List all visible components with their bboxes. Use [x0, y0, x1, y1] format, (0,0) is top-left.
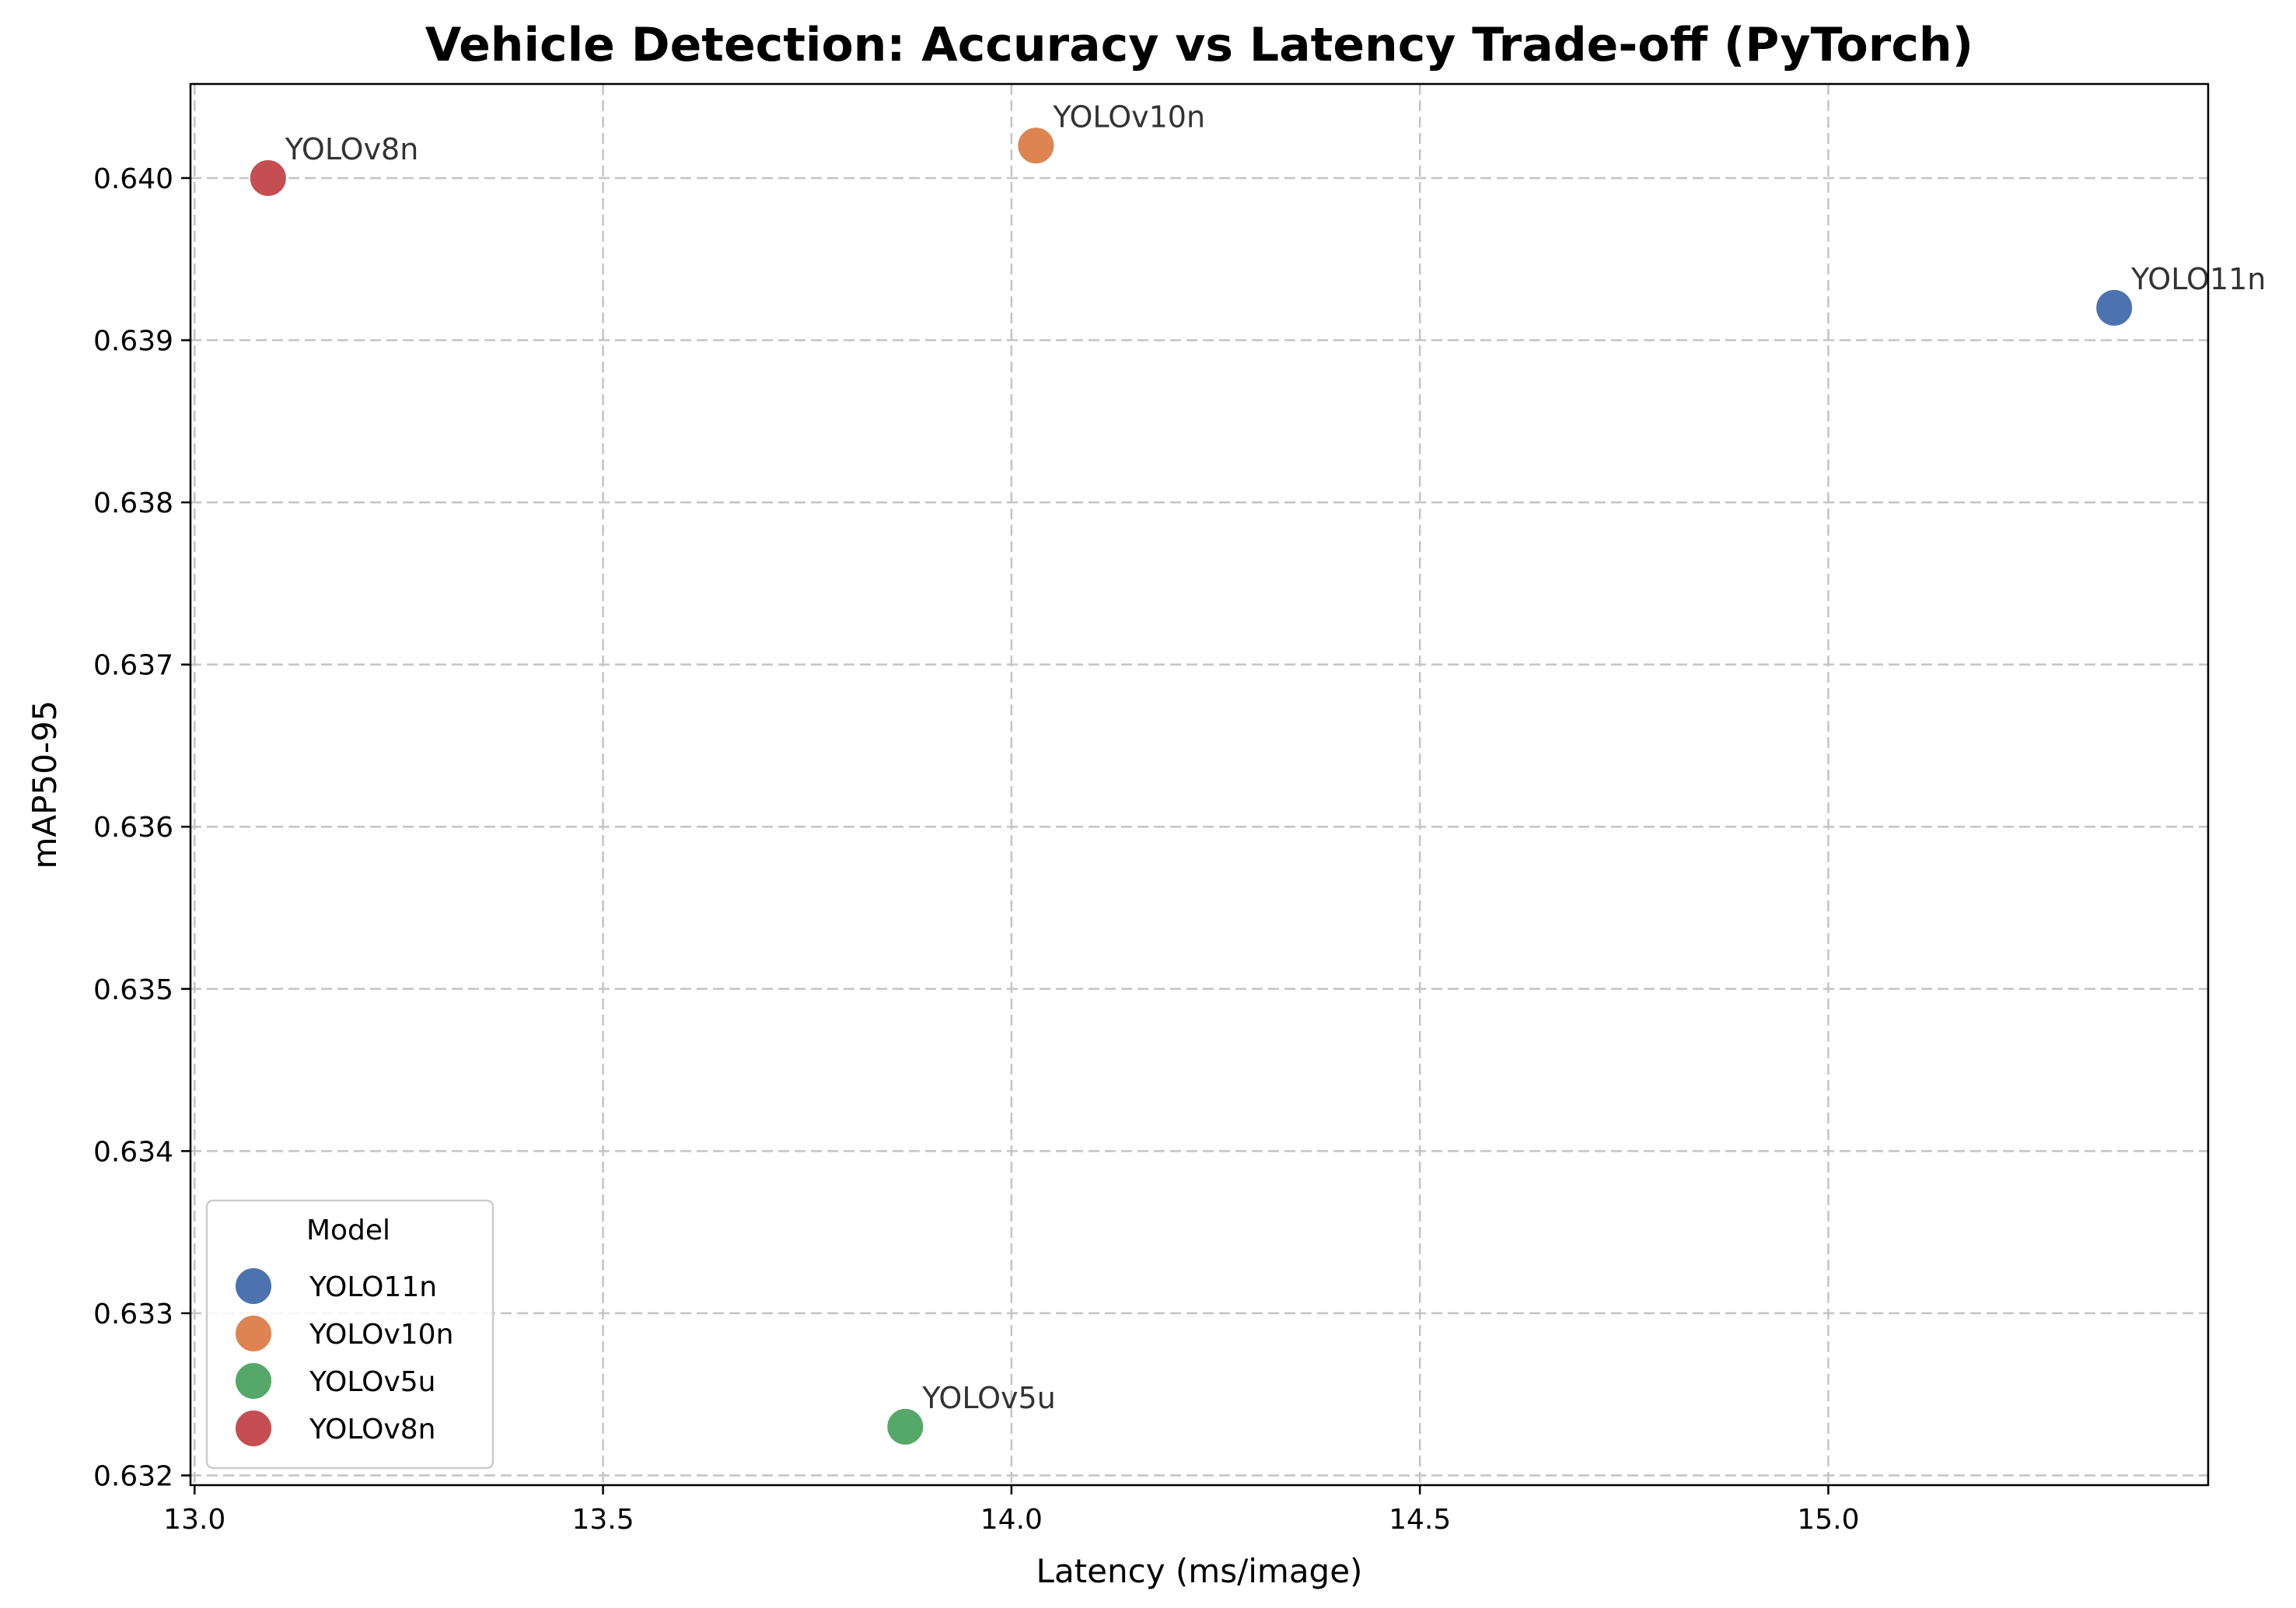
axis-ticks: 13.0 13.5 14.0 14.5 15.0 0.632 0.633 0.634 0.635… — [93, 163, 1860, 1536]
point-label: YOLOv10n — [1052, 100, 1205, 134]
data-point — [248, 158, 288, 198]
point-label: YOLOv8n — [285, 132, 419, 166]
x-tick-label: 13.5 — [571, 1504, 634, 1536]
grid-lines — [190, 84, 2208, 1485]
legend-marker — [234, 1409, 273, 1448]
data-points — [248, 126, 2134, 1446]
legend-entry: YOLOv10n — [309, 1319, 453, 1351]
data-point — [886, 1407, 925, 1446]
point-label: YOLOv5u — [921, 1381, 1056, 1415]
legend-marker — [234, 1314, 273, 1353]
legend: Model YOLO11n YOLOv10n YOLOv5u YOLOv8n — [205, 1199, 494, 1470]
legend-title: Model — [306, 1215, 390, 1246]
x-tick-label: 14.5 — [1389, 1504, 1451, 1536]
x-tick-label: 13.0 — [163, 1504, 225, 1536]
y-tick-label: 0.634 — [93, 1136, 173, 1168]
chart-title: Vehicle Detection: Accuracy vs Latency T… — [425, 18, 1973, 72]
y-axis-label: mAP50-95 — [26, 700, 64, 869]
legend-marker — [234, 1362, 273, 1400]
y-tick-label: 0.638 — [93, 488, 173, 519]
y-tick-label: 0.635 — [93, 974, 173, 1006]
legend-marker — [234, 1267, 273, 1306]
y-tick-label: 0.640 — [93, 163, 173, 195]
legend-entry: YOLOv8n — [309, 1414, 436, 1445]
data-point — [1016, 126, 1056, 166]
x-tick-label: 14.0 — [980, 1504, 1043, 1536]
y-tick-label: 0.632 — [93, 1460, 173, 1492]
x-tick-label: 15.0 — [1797, 1504, 1859, 1536]
legend-entry: YOLO11n — [309, 1271, 437, 1303]
plot-frame — [189, 82, 2210, 1487]
legend-box — [205, 1199, 494, 1470]
point-labels: YOLO11n YOLOv10n YOLOv5u YOLOv8n — [285, 100, 2266, 1415]
legend-entry: YOLOv5u — [309, 1366, 436, 1398]
y-tick-label: 0.639 — [93, 326, 173, 358]
point-label: YOLO11n — [2130, 262, 2266, 296]
y-tick-label: 0.633 — [93, 1299, 173, 1330]
x-axis-label: Latency (ms/image) — [1036, 1552, 1363, 1590]
y-tick-label: 0.636 — [93, 812, 173, 844]
data-point — [2095, 288, 2134, 327]
y-tick-label: 0.637 — [93, 650, 173, 682]
